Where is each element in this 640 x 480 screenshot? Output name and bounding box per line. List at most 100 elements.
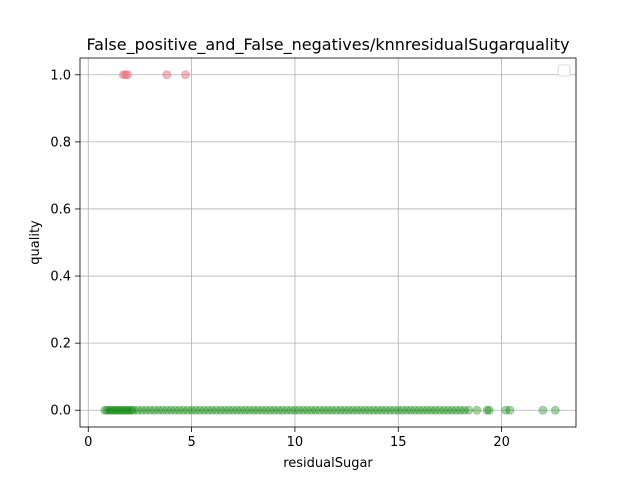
data-point (100, 405, 110, 415)
data-point (170, 405, 180, 415)
y-tick-label: 1.0 (50, 68, 71, 83)
data-point (331, 405, 341, 415)
data-point (199, 405, 209, 415)
x-axis-ticks: 0 5 10 15 20 (84, 427, 510, 450)
data-point (550, 405, 560, 415)
data-point (104, 405, 114, 415)
data-point (484, 405, 494, 415)
data-point (344, 405, 354, 415)
data-point (464, 405, 473, 415)
data-point (123, 70, 132, 80)
data-point (149, 405, 159, 415)
data-point (228, 405, 238, 415)
data-point (402, 405, 411, 415)
data-point (121, 405, 130, 415)
data-point (191, 405, 201, 415)
data-point (406, 405, 416, 415)
data-point (203, 405, 213, 415)
data-point (294, 405, 304, 415)
data-point (125, 405, 135, 415)
data-point (278, 405, 287, 415)
data-point (439, 405, 449, 415)
chart-title: False_positive_and_False_negatives/knnre… (86, 35, 569, 55)
data-point (273, 405, 283, 415)
x-tick-label: 10 (287, 435, 304, 450)
data-point (269, 405, 279, 415)
data-point (431, 405, 440, 415)
data-point (106, 405, 116, 415)
data-point (447, 405, 457, 415)
data-point (232, 405, 242, 415)
data-point (340, 405, 349, 415)
data-point (133, 405, 143, 415)
data-point (298, 405, 308, 415)
y-tick-label: 0.2 (50, 337, 71, 352)
data-point (158, 405, 168, 415)
data-point (129, 405, 139, 415)
y-axis-label: quality (28, 220, 43, 265)
data-point (501, 405, 511, 415)
y-tick-label: 0.8 (50, 135, 71, 150)
data-point (123, 405, 132, 415)
data-point (435, 405, 445, 415)
data-point (327, 405, 337, 415)
data-point (414, 405, 424, 415)
data-point (162, 405, 172, 415)
data-point (418, 405, 428, 415)
y-axis-ticks: 0.0 0.2 0.4 0.6 0.8 1.0 (50, 68, 80, 419)
data-point (381, 405, 391, 415)
data-point (187, 405, 197, 415)
data-point (356, 405, 366, 415)
data-point (245, 405, 254, 415)
data-point (257, 405, 267, 415)
data-point (393, 405, 403, 415)
x-tick-label: 20 (493, 435, 510, 450)
data-point (538, 405, 548, 415)
y-tick-label: 0.0 (50, 404, 71, 419)
data-point (141, 405, 151, 415)
data-point (389, 405, 399, 415)
data-point (183, 405, 192, 415)
data-point (154, 405, 163, 415)
data-point (315, 405, 325, 415)
data-point (290, 405, 300, 415)
data-point (261, 405, 271, 415)
data-point (236, 405, 246, 415)
data-point (443, 405, 453, 415)
data-point (410, 405, 420, 415)
data-point (127, 405, 137, 415)
data-point (282, 405, 292, 415)
legend-box (557, 64, 571, 77)
data-point (114, 405, 124, 415)
data-point (482, 405, 492, 415)
data-point (360, 405, 370, 415)
data-point (249, 405, 259, 415)
data-point (116, 405, 126, 415)
x-axis-label: residualSugar (283, 456, 373, 471)
data-point (166, 405, 176, 415)
data-point (422, 405, 432, 415)
data-point (323, 405, 333, 415)
plot-area (80, 58, 576, 427)
data-point (224, 405, 234, 415)
data-point (174, 405, 184, 415)
grid (80, 58, 576, 427)
data-point (108, 405, 118, 415)
data-point (455, 405, 465, 415)
data-point (112, 405, 122, 415)
data-point (265, 405, 275, 415)
data-point (505, 405, 515, 415)
data-point (397, 405, 407, 415)
data-point (377, 405, 387, 415)
data-point (319, 405, 329, 415)
data-point (373, 405, 383, 415)
data-point (451, 405, 461, 415)
data-point (119, 405, 128, 415)
data-point (110, 405, 120, 415)
data-point (311, 405, 321, 415)
x-tick-label: 15 (390, 435, 407, 450)
data-point (472, 405, 482, 415)
data-point (178, 405, 188, 415)
